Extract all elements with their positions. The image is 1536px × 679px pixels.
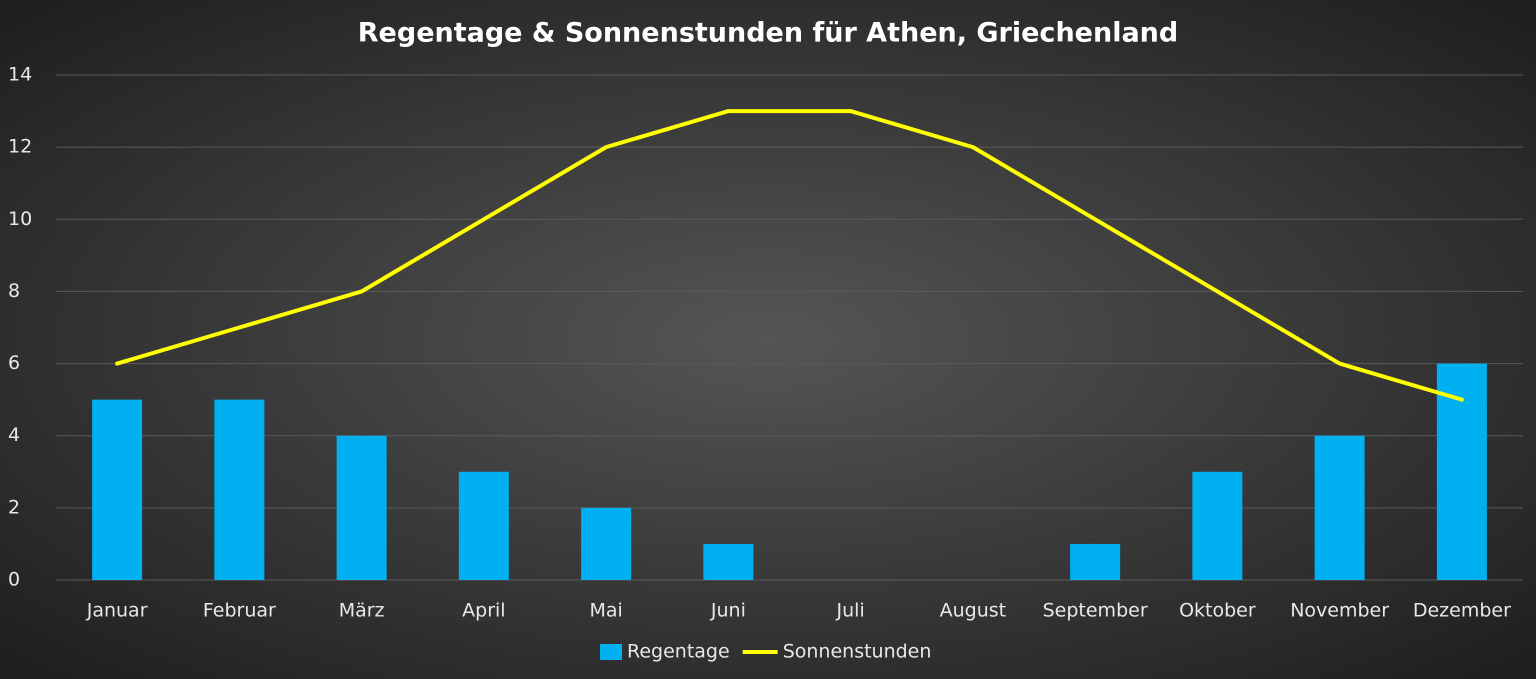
x-tick-label: August — [940, 600, 1007, 622]
y-tick-label: 8 — [8, 280, 20, 302]
legend-swatch — [600, 644, 622, 660]
bar — [581, 507, 632, 580]
x-tick-label: April — [462, 600, 505, 622]
x-tick-label: Oktober — [1179, 600, 1256, 622]
bar — [92, 399, 143, 580]
line — [115, 109, 1464, 402]
bar — [703, 543, 754, 580]
bar — [1070, 543, 1121, 580]
y-tick-label: 10 — [8, 208, 32, 230]
bar — [1314, 435, 1365, 580]
y-tick-label: 12 — [8, 136, 32, 158]
x-tick-label: Juni — [710, 600, 746, 622]
bar — [214, 399, 265, 580]
bar — [1192, 471, 1243, 580]
x-tick-label: Mai — [589, 600, 622, 622]
x-tick-label: November — [1290, 600, 1389, 622]
x-tick-label: März — [339, 600, 385, 622]
x-tick-label: Dezember — [1413, 600, 1511, 622]
x-tick-label: September — [1043, 600, 1148, 622]
y-tick-label: 0 — [8, 569, 20, 591]
chart-title: Regentage & Sonnenstunden für Athen, Gri… — [358, 18, 1178, 49]
x-tick-label: Januar — [86, 600, 148, 622]
x-tick-label: Juli — [836, 600, 865, 622]
bar — [336, 435, 387, 580]
legend-label: Regentage — [627, 641, 730, 663]
legend-label: Sonnenstunden — [783, 641, 932, 663]
y-tick-label: 6 — [8, 352, 20, 374]
y-tick-label: 2 — [8, 496, 20, 518]
x-tick-label: Februar — [203, 600, 276, 622]
y-tick-label: 14 — [8, 64, 32, 86]
bar — [458, 471, 509, 580]
y-tick-label: 4 — [8, 424, 20, 446]
